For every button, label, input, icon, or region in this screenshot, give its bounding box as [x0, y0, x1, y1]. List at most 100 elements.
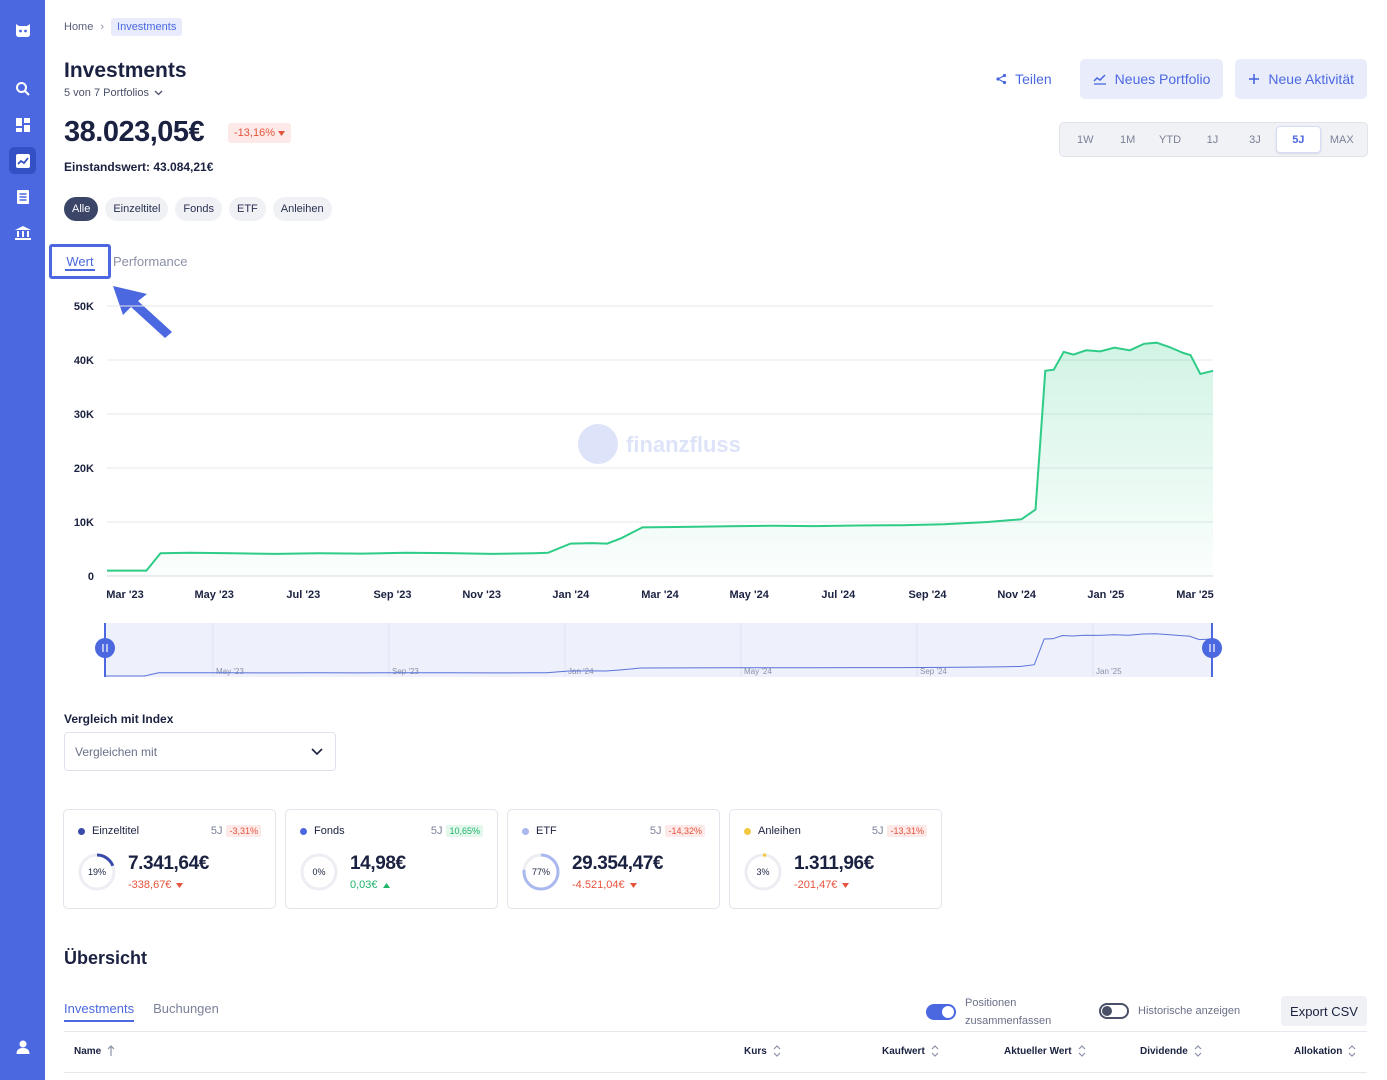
x-tick-label: Sep '23 — [373, 589, 411, 601]
portfolio-selector[interactable]: 5 von 7 Portfolios — [64, 87, 163, 99]
filter-chip-fonds[interactable]: Fonds — [175, 197, 222, 221]
column-header-label: Allokation — [1294, 1045, 1343, 1057]
range-button-ytd[interactable]: YTD — [1159, 133, 1182, 146]
allocation-label: 0% — [312, 867, 325, 877]
allocation-label: 3% — [756, 867, 769, 877]
asset-card-pct: -14,32% — [665, 825, 705, 837]
compare-index-placeholder: Vergleichen mit — [75, 744, 158, 759]
chart-tabs: Wert Performance — [49, 244, 187, 279]
x-tick-label: Sep '24 — [908, 589, 947, 601]
caret-down-icon — [629, 882, 637, 888]
investments-chart-icon[interactable] — [9, 147, 36, 174]
breadcrumb-current[interactable]: Investments — [111, 18, 183, 36]
column-header-label: Kaufwert — [882, 1045, 925, 1057]
sort-icon — [1078, 1045, 1086, 1057]
show-history-toggle[interactable]: Historische anzeigen — [1099, 1003, 1240, 1019]
share-icon — [996, 73, 1007, 85]
range-button-max[interactable]: MAX — [1329, 133, 1354, 146]
range-button-1w[interactable]: 1W — [1076, 133, 1094, 146]
search-icon[interactable] — [9, 75, 36, 102]
x-tick-label: Mar '23 — [106, 589, 143, 601]
navigator-handle-right[interactable] — [1202, 638, 1222, 658]
column-header-name[interactable]: Name — [74, 1045, 115, 1057]
share-button-label: Teilen — [1015, 71, 1052, 87]
plus-icon — [1249, 74, 1260, 84]
asset-card-fonds[interactable]: Fonds 5J 10,65% 0% 14,98€ 0,03€ — [285, 809, 498, 909]
portfolio-value-chart[interactable]: 0 10K 20K 30K 40K 50K finanzfluss Mar '23 May '2… — [60, 290, 1230, 610]
caret-down-icon — [176, 882, 184, 888]
allocation-ring: 3% — [744, 853, 782, 891]
asset-card-delta: 0,03€ — [350, 879, 390, 891]
time-range-selector: 1W 1M YTD 1J 3J 5J MAX — [1059, 122, 1368, 157]
merge-positions-toggle[interactable]: Positionen zusammenfassen — [926, 994, 1051, 1030]
show-history-switch[interactable] — [1099, 1003, 1129, 1019]
asset-color-dot — [300, 827, 307, 835]
allocation-label: 77% — [532, 867, 550, 877]
asset-color-dot — [78, 827, 85, 835]
merge-positions-switch[interactable] — [926, 1004, 956, 1020]
x-tick-label: Jul '24 — [821, 589, 856, 601]
caret-down-icon — [842, 882, 850, 888]
share-button[interactable]: Teilen — [979, 59, 1068, 99]
range-button-1j[interactable]: 1J — [1206, 133, 1219, 146]
y-tick-label: 20K — [74, 463, 94, 475]
asset-card-name: Einzeltitel — [92, 825, 140, 837]
document-icon[interactable] — [9, 183, 36, 210]
asset-card-delta-value: -338,67€ — [128, 879, 172, 891]
dashboard-icon[interactable] — [9, 111, 36, 138]
filter-chip-alle[interactable]: Alle — [64, 197, 99, 221]
tab-performance[interactable]: Performance — [113, 254, 188, 269]
navigator-tick-label: Jan '24 — [568, 667, 594, 676]
new-portfolio-label: Neues Portfolio — [1114, 71, 1211, 87]
asset-card-pct: -3,31% — [226, 825, 261, 837]
filter-chip-anleihen[interactable]: Anleihen — [272, 197, 332, 221]
asset-card-pct: -13,31% — [887, 825, 927, 837]
column-header-label: Name — [74, 1045, 102, 1057]
column-header-dividende[interactable]: Dividende — [1140, 1045, 1202, 1057]
y-tick-label: 0 — [88, 571, 94, 583]
new-activity-button[interactable]: Neue Aktivität — [1235, 59, 1367, 99]
column-header-label: Aktueller Wert — [1004, 1045, 1072, 1057]
asset-card-name: Anleihen — [758, 825, 801, 837]
navigator-selection — [105, 623, 1212, 677]
page-title: Investments — [64, 59, 187, 82]
asset-card-period: 5J — [210, 825, 223, 837]
export-csv-button[interactable]: Export CSV — [1281, 996, 1367, 1026]
column-header-allokation[interactable]: Allokation — [1294, 1045, 1356, 1057]
allocation-ring: 77% — [522, 853, 560, 891]
column-header-kaufwert[interactable]: Kaufwert — [882, 1045, 939, 1057]
asset-class-cards: Einzeltitel 5J -3,31% 19% 7.341,64€ -338,67€ F… — [63, 809, 942, 909]
show-history-label: Historische anzeigen — [1138, 1005, 1241, 1017]
filter-chip-einzeltitel[interactable]: Einzeltitel — [105, 197, 169, 221]
user-icon[interactable] — [9, 1033, 36, 1060]
watermark-text: finanzfluss — [626, 432, 741, 457]
asset-card-etf[interactable]: ETF 5J -14,32% 77% 29.354,47€ -4.521,04€ — [507, 809, 720, 909]
filter-chip-etf[interactable]: ETF — [229, 197, 266, 221]
compare-index-select[interactable]: Vergleichen mit — [64, 732, 336, 771]
range-button-3j[interactable]: 3J — [1249, 133, 1261, 146]
allocation-ring: 0% — [300, 853, 338, 891]
navigator-tick-label: May '23 — [216, 667, 244, 676]
total-change-pct: -13,16% — [234, 127, 275, 139]
tab-value[interactable]: Wert — [49, 244, 111, 279]
x-tick-label: Jul '23 — [286, 589, 320, 601]
navigator-handle-left[interactable] — [95, 638, 115, 658]
x-tick-label: Nov '24 — [997, 589, 1037, 601]
navigator-tick-label: Sep '24 — [920, 667, 947, 676]
range-button-1m[interactable]: 1M — [1119, 133, 1136, 146]
column-header-label: Kurs — [744, 1045, 767, 1057]
range-button-5j[interactable]: 5J — [1276, 126, 1321, 153]
logo-icon[interactable] — [9, 16, 36, 43]
tab-bookings[interactable]: Buchungen — [153, 1001, 219, 1016]
column-header-aktueller-wert[interactable]: Aktueller Wert — [1004, 1045, 1086, 1057]
x-tick-label: May '23 — [195, 589, 234, 601]
new-portfolio-button[interactable]: Neues Portfolio — [1079, 59, 1224, 99]
navigator-tick-label: Jan '25 — [1096, 667, 1122, 676]
range-navigator[interactable]: May '23 Sep '23 Jan '24 May '24 Sep '24 Jan '… — [94, 620, 1224, 682]
asset-card-einzeltitel[interactable]: Einzeltitel 5J -3,31% 19% 7.341,64€ -338,67€ — [63, 809, 276, 909]
asset-card-anleihen[interactable]: Anleihen 5J -13,31% 3% 1.311,96€ -201,47€ — [729, 809, 942, 909]
tab-investments[interactable]: Investments — [64, 1001, 135, 1022]
bank-icon[interactable] — [9, 219, 36, 246]
column-header-kurs[interactable]: Kurs — [744, 1045, 781, 1057]
breadcrumb-home[interactable]: Home — [64, 21, 94, 33]
